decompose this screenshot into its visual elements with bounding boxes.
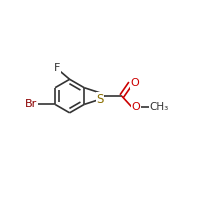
Text: Br: Br [25, 99, 37, 109]
Text: F: F [54, 63, 60, 73]
Text: O: O [131, 78, 139, 88]
Text: O: O [132, 102, 140, 112]
Text: S: S [96, 93, 104, 106]
Text: CH₃: CH₃ [149, 102, 169, 112]
